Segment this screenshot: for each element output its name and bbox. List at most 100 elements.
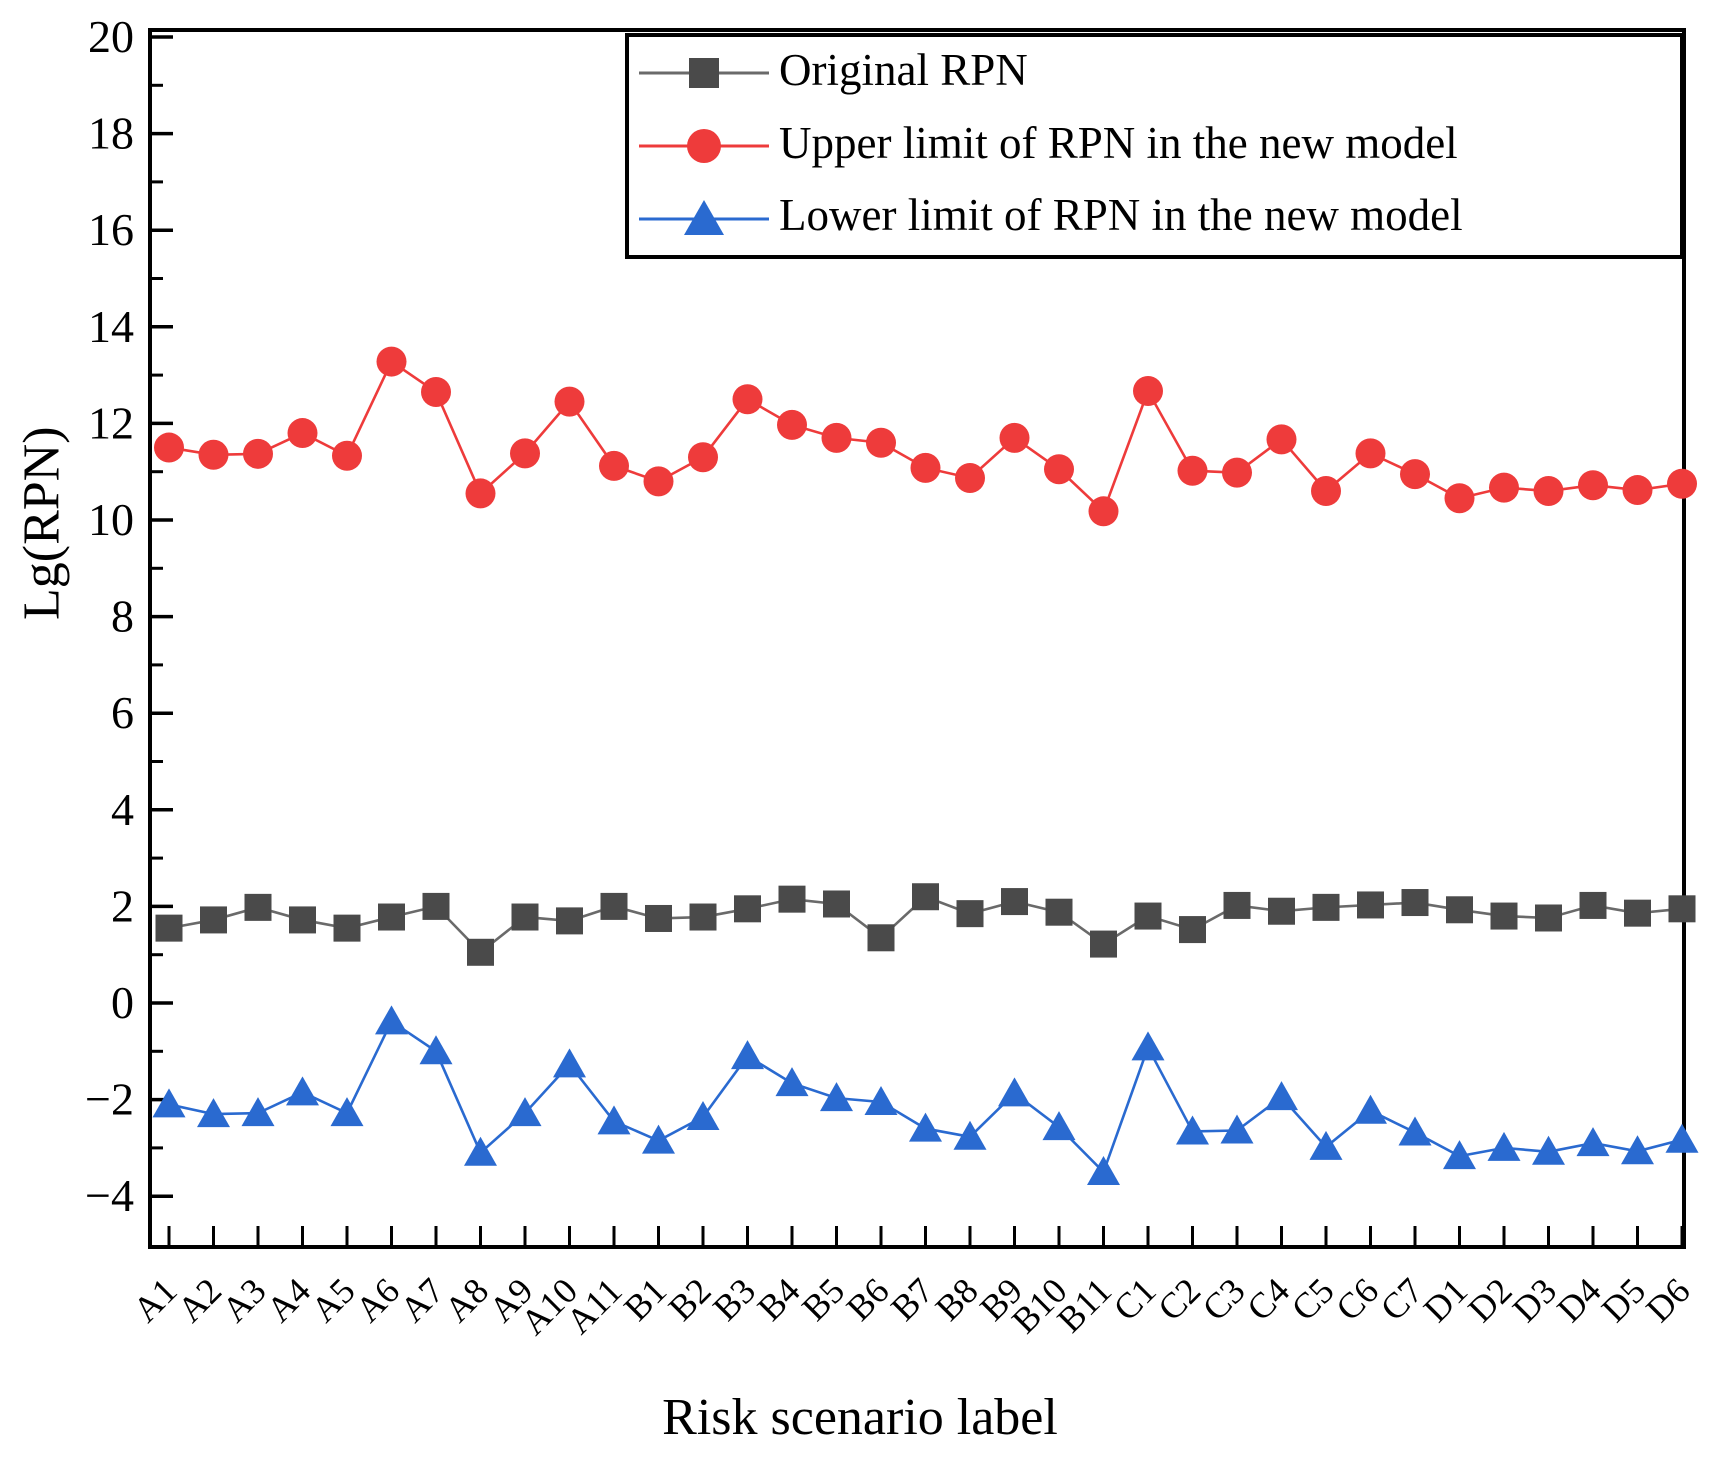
data-point-triangle xyxy=(286,1076,319,1106)
data-point-circle xyxy=(421,377,451,408)
data-point-triangle xyxy=(1532,1135,1565,1165)
data-point-square xyxy=(1134,902,1162,930)
data-point-triangle xyxy=(1487,1131,1521,1161)
data-point-triangle xyxy=(1576,1127,1610,1157)
data-point-circle xyxy=(1489,472,1519,503)
data-point-circle xyxy=(376,346,407,377)
legend-label: Upper limit of RPN in the new model xyxy=(779,117,1458,168)
data-point-square xyxy=(200,906,227,934)
data-point-circle xyxy=(643,466,674,497)
data-point-square xyxy=(244,893,272,921)
data-point-square xyxy=(333,914,361,942)
data-point-square xyxy=(956,900,984,928)
data-point-square xyxy=(912,883,939,911)
data-point-circle xyxy=(821,422,852,453)
data-point-circle xyxy=(554,386,585,417)
data-point-triangle xyxy=(152,1088,186,1118)
data-point-circle xyxy=(777,409,807,440)
data-point-triangle xyxy=(686,1100,720,1130)
data-point-triangle xyxy=(553,1048,586,1078)
x-tick-label: D6 xyxy=(1638,1270,1697,1329)
y-tick-label: 0 xyxy=(111,977,134,1028)
data-point-triangle xyxy=(909,1112,942,1142)
data-point-triangle xyxy=(731,1040,764,1070)
y-tick-label: 18 xyxy=(88,108,134,159)
legend: Original RPN Upper limit of RPN in the n… xyxy=(625,33,1684,259)
x-tick-label: A11 xyxy=(558,1270,629,1341)
y-tick-label: 10 xyxy=(88,494,134,545)
legend-label: Lower limit of RPN in the new model xyxy=(779,190,1463,241)
data-point-triangle xyxy=(508,1097,542,1127)
plot-border xyxy=(148,28,1686,1249)
data-point-square xyxy=(600,892,628,920)
data-point-circle xyxy=(1578,470,1608,501)
data-point-triangle xyxy=(1621,1135,1654,1165)
data-point-square xyxy=(467,938,494,966)
data-point-circle xyxy=(1667,468,1697,499)
data-point-square xyxy=(422,892,450,920)
data-point-triangle xyxy=(1443,1140,1476,1170)
plot-frame xyxy=(148,28,1686,1249)
data-point-circle xyxy=(599,450,629,481)
data-point-square xyxy=(378,903,405,931)
y-tick-label: 14 xyxy=(88,301,134,352)
data-point-square xyxy=(155,914,183,942)
data-point-circle xyxy=(688,442,718,473)
data-point-square xyxy=(867,924,895,952)
data-point-square xyxy=(734,895,761,923)
data-point-circle xyxy=(1355,438,1386,469)
data-point-triangle xyxy=(419,1035,453,1065)
data-point-circle xyxy=(1044,454,1074,485)
data-point-triangle xyxy=(1309,1130,1343,1160)
data-point-circle xyxy=(910,452,941,483)
data-point-circle xyxy=(1311,476,1341,507)
data-point-triangle xyxy=(775,1067,809,1097)
legend-row-lower-limit: Lower limit of RPN in the new model xyxy=(629,182,1680,255)
data-point-triangle xyxy=(1354,1094,1387,1124)
y-tick-label: 6 xyxy=(111,687,134,738)
data-point-square xyxy=(1312,893,1340,921)
y-axis-title: Lg(RPN) xyxy=(13,426,71,620)
data-point-square xyxy=(1179,916,1206,944)
data-point-square xyxy=(1045,898,1073,926)
data-point-triangle xyxy=(241,1097,275,1127)
data-point-circle xyxy=(198,439,229,470)
legend-row-original-rpn: Original RPN xyxy=(629,37,1680,110)
data-point-circle xyxy=(1400,459,1430,490)
data-point-circle xyxy=(154,432,184,463)
data-point-square xyxy=(1357,891,1384,919)
data-point-square xyxy=(1001,888,1028,916)
data-point-circle xyxy=(1533,476,1564,507)
data-point-circle xyxy=(1444,483,1475,514)
data-point-circle xyxy=(999,422,1030,453)
legend-label: Original RPN xyxy=(779,44,1028,95)
data-point-square xyxy=(1090,930,1117,958)
data-point-circle xyxy=(1266,424,1297,455)
data-point-square xyxy=(1446,896,1473,924)
data-point-triangle xyxy=(1087,1156,1120,1186)
y-tick-label: 16 xyxy=(88,204,134,255)
data-point-square xyxy=(645,904,672,932)
data-point-square xyxy=(1668,895,1696,923)
data-point-circle xyxy=(1177,455,1208,486)
data-point-square xyxy=(778,885,806,913)
data-point-triangle xyxy=(642,1124,675,1154)
x-tick-label: B11 xyxy=(1049,1270,1119,1340)
data-point-circle xyxy=(866,427,896,458)
data-point-square xyxy=(1490,902,1518,930)
data-point-triangle xyxy=(864,1086,898,1116)
x-axis-title: Risk scenario label xyxy=(662,1389,1058,1446)
y-tick-label: 4 xyxy=(111,784,134,835)
data-point-circle xyxy=(465,478,496,509)
data-point-circle xyxy=(1133,376,1163,407)
data-point-circle xyxy=(1622,475,1653,506)
data-point-square xyxy=(689,903,717,931)
data-point-triangle xyxy=(953,1120,987,1150)
y-tick-label: 2 xyxy=(111,880,134,931)
data-point-square xyxy=(1535,904,1562,932)
y-tick-label: 12 xyxy=(88,397,134,448)
y-tick-label: 8 xyxy=(111,591,134,642)
data-point-circle xyxy=(332,440,362,471)
